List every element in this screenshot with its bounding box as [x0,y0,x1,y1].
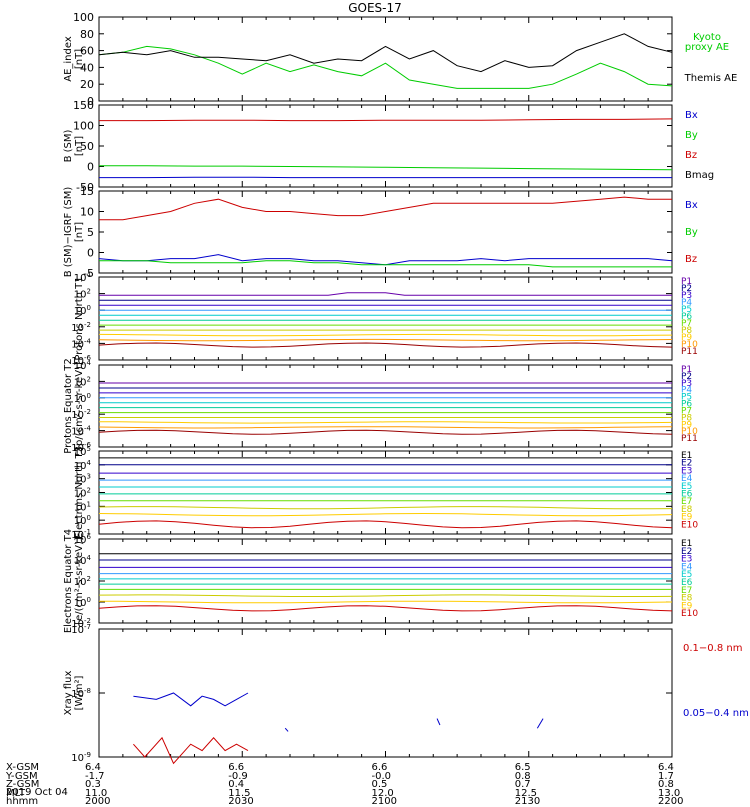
y-tick-label: 10 [80,206,94,219]
y-axis-label: [W/m²] [74,675,85,710]
y-axis-label: [nT] [74,136,85,156]
legend-themis: Themis AE [684,73,738,84]
channel-line [99,339,672,340]
y-axis-label: B (SM)−IGRF (SM) [63,187,74,278]
channel-line [99,601,672,603]
xray-short-segment [537,719,543,729]
legend-xray-short: 0.05−0.4 nm [683,708,749,719]
channel-line [99,422,672,423]
panel-frame [99,105,672,187]
channel-line [99,343,672,347]
orbit-row-label: hhmm [6,797,38,807]
y-tick-label: 100 [73,11,94,24]
y-axis-label: Electrons North T3 [74,446,85,539]
y-axis-label: Xray flux [63,671,74,716]
y-tick-label: 0 [87,247,94,260]
series-line [99,119,672,121]
channel-line [99,334,672,335]
legend-by: By [685,130,698,141]
panel-frame [99,17,672,101]
channel-line [99,595,672,597]
y-tick-label: 10-7 [71,623,91,636]
legend-by: By [685,227,698,238]
orbit-value: 2200 [658,797,683,807]
y-axis-label: [nT] [74,222,85,242]
xray-short-segment [437,719,440,725]
y-tick-label: 0 [87,161,94,174]
date-label: 2019 Oct 04 [6,788,68,798]
series-line [99,166,672,170]
panel-frame [99,277,672,360]
orbit-value: 2130 [515,797,540,807]
y-tick-label: 20 [80,78,94,91]
y-tick-label: 150 [73,99,94,112]
panel-frame [99,539,672,623]
orbit-value: 2100 [372,797,397,807]
y-axis-label: [e/(cm²-s-sr-keV)] [74,537,85,625]
channel-label: E10 [681,609,698,619]
legend-bmag: Bmag [685,170,714,181]
channel-line [99,427,672,428]
y-tick-label: 15 [80,185,94,198]
y-tick-label: 5 [87,226,94,239]
y-axis-label: Electrons Equator T4 [63,529,74,633]
channel-line [99,514,672,516]
y-axis-label: B (SM) [63,129,74,162]
channel-line [99,430,672,434]
series-line [99,261,672,267]
orbit-value: 2030 [228,797,253,807]
legend-xray-long: 0.1−0.8 nm [683,643,742,654]
panel-frame [99,191,672,273]
channel-label: P11 [681,347,698,357]
y-axis-label: Protons North T1 [74,276,85,360]
series-line [99,46,672,88]
channel-label: E10 [681,520,698,530]
orbit-value: 2000 [85,797,110,807]
legend-bz: Bz [685,254,697,265]
y-axis-label: Protons Equator T2 [63,358,74,454]
series-line [99,197,672,220]
channel-line [99,606,672,611]
channel-line [99,293,672,296]
panel-frame [99,629,672,757]
y-tick-label: 100 [73,120,94,133]
y-tick-label: 80 [80,28,94,41]
y-axis-label: [p/(cm²-s-sr-keV)] [74,362,85,450]
legend-kyoto-2: proxy AE [685,42,729,53]
channel-line [99,521,672,528]
legend-bx: Bx [685,200,698,211]
y-axis-label: [nT] [74,49,85,69]
xray-short-segment [285,728,288,731]
channel-line [99,507,672,509]
legend-bx: Bx [685,110,698,121]
xray-long-segment [133,738,248,764]
legend-bz: Bz [685,150,697,161]
panel-frame [99,365,672,447]
xray-short-segment [133,693,248,706]
channel-label: P11 [681,434,698,444]
y-axis-label: AE_index [63,36,74,82]
